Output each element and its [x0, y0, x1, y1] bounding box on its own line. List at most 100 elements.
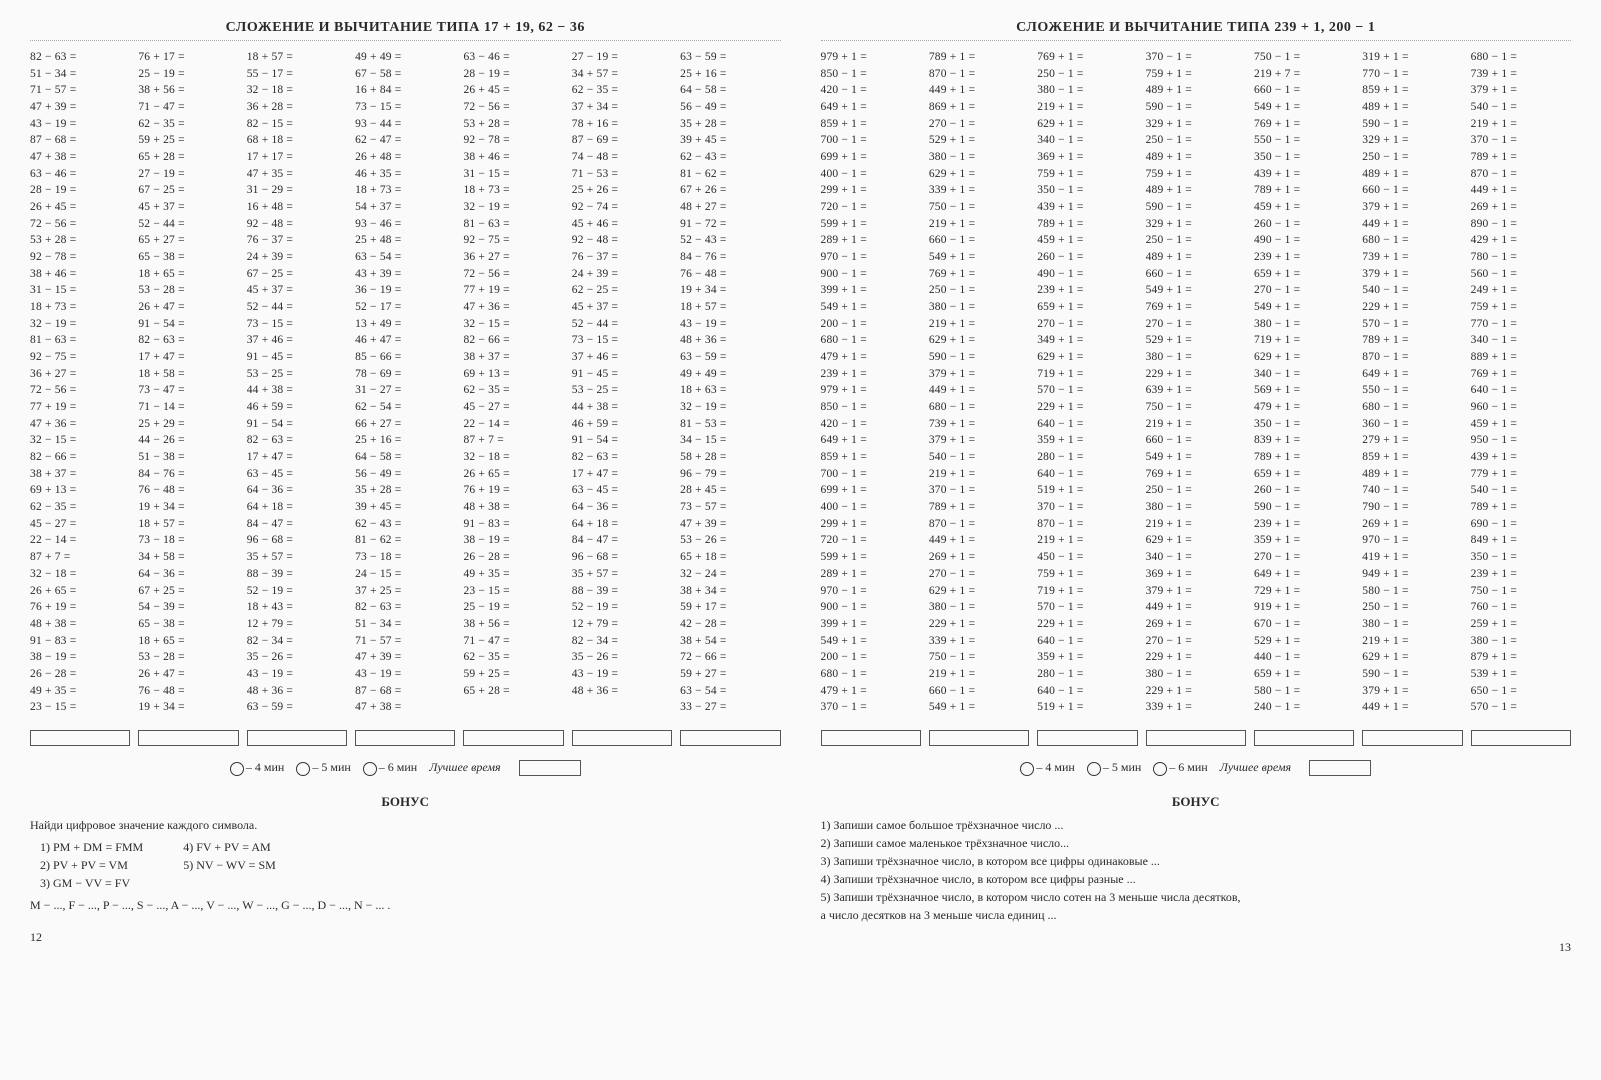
problem-column: 769 + 1 =250 − 1 =380 − 1 =219 + 1 =629 …	[1037, 49, 1137, 716]
problem-cell: 43 − 19 =	[30, 116, 130, 133]
problem-cell: 370 − 1 =	[821, 699, 921, 716]
problem-cell: 18 + 73 =	[355, 182, 455, 199]
problem-cell: 690 − 1 =	[1471, 516, 1571, 533]
time-label: – 6 мин	[1169, 760, 1207, 774]
problem-cell: 92 − 48 =	[247, 216, 347, 233]
problem-cell: 519 + 1 =	[1037, 699, 1137, 716]
problem-cell: 73 − 57 =	[680, 499, 780, 516]
problem-cell: 13 + 49 =	[355, 316, 455, 333]
problem-cell: 550 − 1 =	[1254, 132, 1354, 149]
problem-cell: 44 − 26 =	[138, 432, 238, 449]
problem-cell: 22 − 14 =	[463, 416, 563, 433]
problem-cell: 859 + 1 =	[1362, 82, 1462, 99]
problem-cell: 289 + 1 =	[821, 566, 921, 583]
problem-cell: 379 + 1 =	[1471, 82, 1571, 99]
page-number-left: 12	[30, 930, 781, 945]
problem-cell: 629 + 1 =	[1037, 349, 1137, 366]
problem-cell: 759 + 1 =	[1037, 166, 1137, 183]
page-right: СЛОЖЕНИЕ И ВЫЧИТАНИЕ ТИПА 239 + 1, 200 −…	[821, 20, 1572, 955]
problem-cell: 48 + 27 =	[680, 199, 780, 216]
problem-cell: 33 − 27 =	[680, 699, 780, 716]
problem-cell: 629 + 1 =	[1146, 532, 1246, 549]
face-smile-icon	[1020, 762, 1034, 776]
problem-cell: 43 − 19 =	[680, 316, 780, 333]
problem-cell: 35 + 28 =	[680, 116, 780, 133]
problem-cell: 34 + 58 =	[138, 549, 238, 566]
problem-cell: 339 + 1 =	[929, 633, 1029, 650]
problem-cell: 66 + 27 =	[355, 416, 455, 433]
problem-cell: 69 + 13 =	[30, 482, 130, 499]
problem-cell: 660 − 1 =	[1254, 82, 1354, 99]
problem-cell: 680 − 1 =	[821, 666, 921, 683]
problem-cell: 640 − 1 =	[1037, 683, 1137, 700]
problem-cell: 489 + 1 =	[1146, 149, 1246, 166]
problem-cell: 96 − 79 =	[680, 466, 780, 483]
problem-cell: 489 + 1 =	[1362, 166, 1462, 183]
problem-cell: 18 + 57 =	[247, 49, 347, 66]
blank	[929, 730, 1029, 746]
bonus-key: M − ..., F − ..., P − ..., S − ..., A − …	[30, 896, 781, 914]
problem-cell: 789 + 1 =	[1362, 332, 1462, 349]
problem-cell: 12 + 79 =	[572, 616, 672, 633]
time-opt: – 4 мин	[1020, 760, 1074, 775]
problem-cell: 71 − 57 =	[355, 633, 455, 650]
bonus-equations: 1) PM + DM = FMM 2) PV + PV = VM 3) GM −…	[40, 838, 781, 892]
problem-cell: 269 + 1 =	[1471, 199, 1571, 216]
problem-cell: 449 + 1 =	[1146, 599, 1246, 616]
problem-cell: 64 − 58 =	[680, 82, 780, 99]
problem-cell: 73 − 18 =	[138, 532, 238, 549]
problem-cell: 38 + 34 =	[680, 583, 780, 600]
problem-cell: 519 + 1 =	[1037, 482, 1137, 499]
problem-cell: 76 − 48 =	[138, 683, 238, 700]
problem-cell: 660 − 1 =	[1146, 266, 1246, 283]
problem-cell: 919 + 1 =	[1254, 599, 1354, 616]
problem-cell: 449 + 1 =	[1362, 216, 1462, 233]
problem-cell: 629 + 1 =	[1362, 649, 1462, 666]
problem-cell: 789 + 1 =	[1471, 499, 1571, 516]
problem-cell: 229 + 1 =	[1146, 649, 1246, 666]
problem-cell: 72 − 56 =	[463, 99, 563, 116]
problem-cell: 339 + 1 =	[1146, 699, 1246, 716]
problem-cell: 950 − 1 =	[1471, 432, 1571, 449]
time-label: – 6 мин	[379, 760, 417, 774]
blank	[138, 730, 238, 746]
time-opt: – 6 мин	[363, 760, 417, 775]
problem-cell: 789 + 1 =	[929, 49, 1029, 66]
problem-cell: 82 − 63 =	[572, 449, 672, 466]
problem-cell: 979 + 1 =	[821, 382, 921, 399]
problem-cell: 250 − 1 =	[1037, 66, 1137, 83]
problem-cell: 19 + 34 =	[138, 499, 238, 516]
problem-cell: 37 + 46 =	[247, 332, 347, 349]
problem-cell: 319 + 1 =	[1362, 49, 1462, 66]
problem-cell: 45 + 46 =	[572, 216, 672, 233]
problem-cell: 81 − 62 =	[680, 166, 780, 183]
problem-cell: 63 − 45 =	[247, 466, 347, 483]
problem-cell: 92 − 75 =	[30, 349, 130, 366]
problem-cell: 260 − 1 =	[1037, 249, 1137, 266]
problem-column: 979 + 1 =850 − 1 =420 − 1 =649 + 1 =859 …	[821, 49, 921, 716]
problem-cell: 360 − 1 =	[1362, 416, 1462, 433]
problem-cell: 479 + 1 =	[821, 683, 921, 700]
problem-cell: 269 + 1 =	[1146, 616, 1246, 633]
problem-cell: 18 + 43 =	[247, 599, 347, 616]
problem-cell: 479 + 1 =	[821, 349, 921, 366]
problem-cell: 380 − 1 =	[1146, 349, 1246, 366]
problem-cell: 629 + 1 =	[1254, 349, 1354, 366]
problem-cell: 280 − 1 =	[1037, 449, 1137, 466]
problem-cell: 680 − 1 =	[929, 399, 1029, 416]
problem-cell: 269 + 1 =	[929, 549, 1029, 566]
problem-cell: 380 − 1 =	[1146, 666, 1246, 683]
problem-cell: 629 + 1 =	[929, 583, 1029, 600]
problem-cell: 56 − 49 =	[680, 99, 780, 116]
problem-cell: 92 − 75 =	[463, 232, 563, 249]
problem-cell: 47 + 39 =	[30, 99, 130, 116]
problem-cell: 260 − 1 =	[1254, 482, 1354, 499]
problem-cell: 32 − 19 =	[680, 399, 780, 416]
problem-column: 680 − 1 =739 + 1 =379 + 1 =540 − 1 =219 …	[1471, 49, 1571, 716]
problem-cell: 62 − 35 =	[30, 499, 130, 516]
problem-cell: 76 + 19 =	[463, 482, 563, 499]
best-time-label: Лучшее время	[1220, 760, 1291, 775]
problem-cell: 62 − 35 =	[138, 116, 238, 133]
problem-cell: 299 + 1 =	[821, 516, 921, 533]
problem-cell: 35 + 57 =	[572, 566, 672, 583]
